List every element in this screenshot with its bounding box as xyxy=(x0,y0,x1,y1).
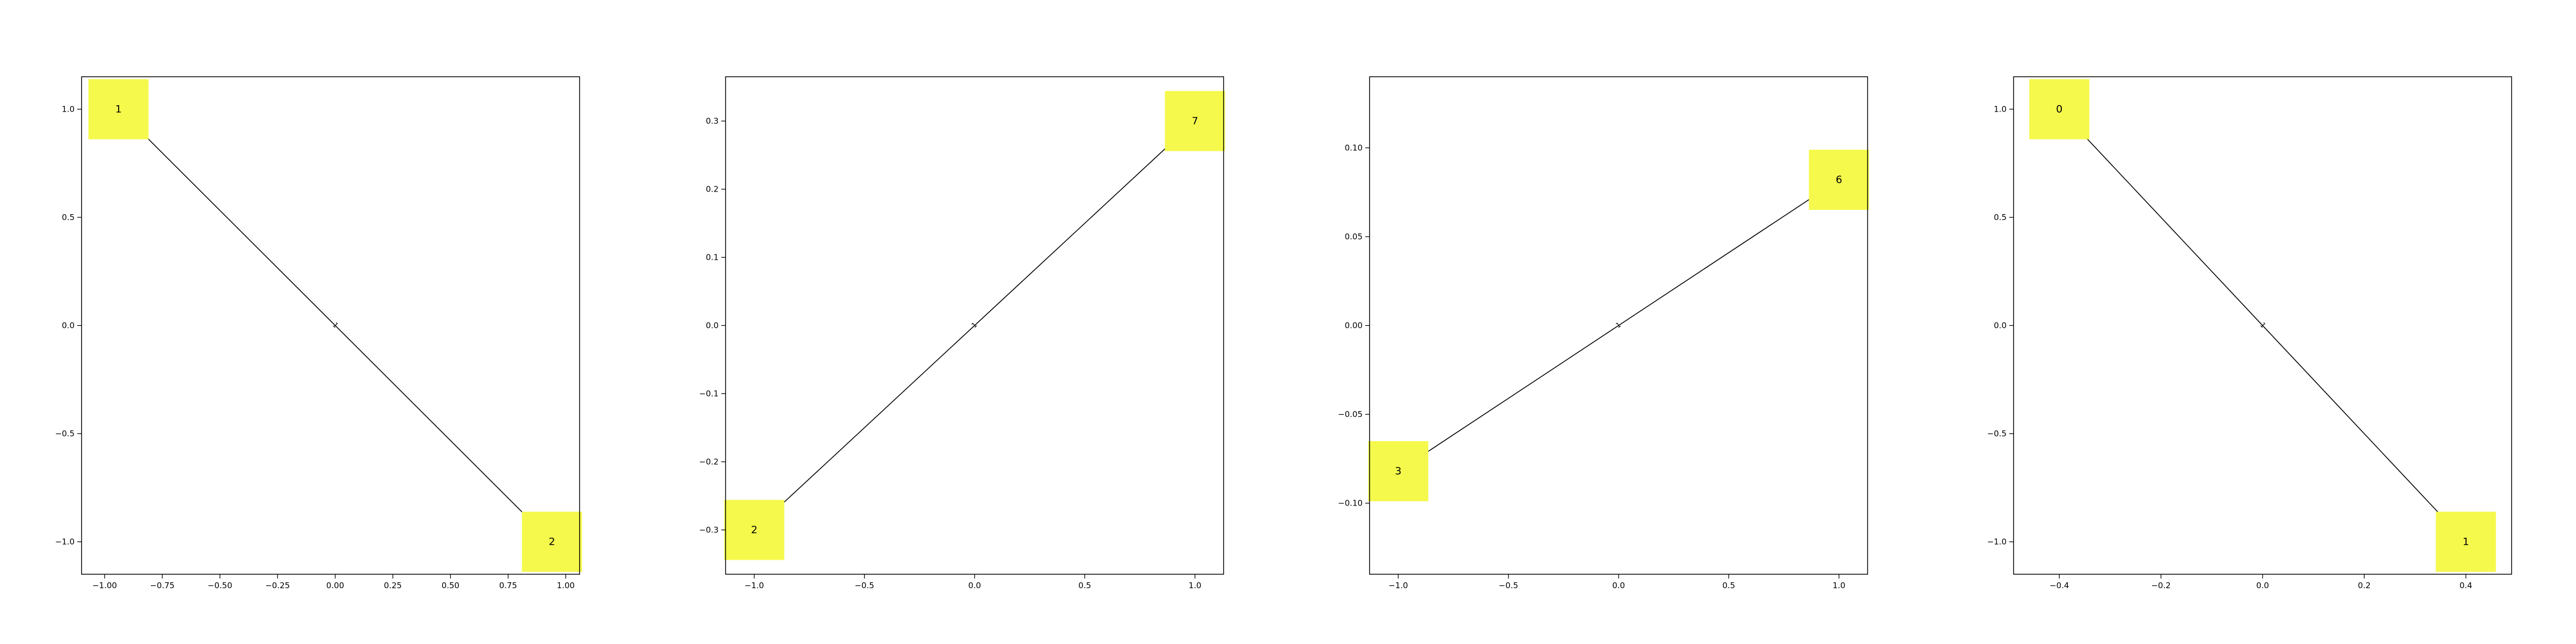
node-box xyxy=(1165,91,1225,151)
node-box xyxy=(88,79,149,140)
x-tick-label: −0.2 xyxy=(2151,581,2170,590)
y-tick-label: 0.10 xyxy=(1345,143,1363,152)
node-label: 2 xyxy=(548,536,555,548)
chart-panel-4: 101−0.4 −0.2 0.0 0.2 0.41.00.50.0−0.5−1.0 xyxy=(1987,76,2512,590)
node-box xyxy=(522,511,582,572)
chart-panel-1: 112−1.00 −0.75 −0.50 −0.25 0.00 0.25 0.50 0.75 1… xyxy=(55,76,582,590)
x-tick-label: 0.5 xyxy=(1722,581,1735,590)
node-label: 6 xyxy=(1836,174,1842,186)
y-tick-label: 0.5 xyxy=(1994,213,2007,222)
edge-line xyxy=(753,120,1196,531)
x-tick-label: −1.00 xyxy=(92,581,117,590)
y-tick-label: −1.0 xyxy=(1987,537,2007,547)
y-tick-label: −0.10 xyxy=(1338,499,1363,508)
edge-line xyxy=(2059,108,2467,543)
node-label: 3 xyxy=(1395,465,1401,477)
y-tick-label: 0.5 xyxy=(62,213,75,222)
node-label: 1 xyxy=(2463,536,2469,548)
edge-line xyxy=(118,108,553,543)
y-tick-label: 1.0 xyxy=(62,104,75,114)
x-tick-label: −0.75 xyxy=(150,581,174,590)
node-label: 0 xyxy=(2056,103,2062,115)
x-tick-label: −1.0 xyxy=(744,581,764,590)
edge-line xyxy=(1397,179,1840,472)
y-tick-label: −0.5 xyxy=(55,429,75,438)
y-tick-label: −0.3 xyxy=(699,525,719,535)
node-label: 1 xyxy=(115,103,122,115)
y-tick-label: 0.1 xyxy=(706,253,719,262)
x-tick-label: −0.5 xyxy=(1498,581,1518,590)
node-box xyxy=(1368,441,1429,501)
node-box xyxy=(1809,150,1869,210)
x-tick-label: 0.2 xyxy=(2358,581,2370,590)
y-tick-label: 0.05 xyxy=(1345,232,1363,241)
x-tick-label: 0.00 xyxy=(326,581,344,590)
x-tick-label: 0.5 xyxy=(1078,581,1091,590)
x-tick-label: 0.25 xyxy=(384,581,401,590)
y-tick-label: 0.3 xyxy=(706,116,719,126)
y-tick-label: 0.0 xyxy=(1994,321,2007,331)
y-tick-label: −0.5 xyxy=(1987,429,2007,438)
x-tick-label: 0.4 xyxy=(2460,581,2472,590)
y-tick-label: −0.05 xyxy=(1338,409,1363,419)
x-tick-label: 1.00 xyxy=(557,581,575,590)
y-tick-label: 0.0 xyxy=(62,321,75,331)
x-tick-label: −0.25 xyxy=(265,581,290,590)
x-tick-label: 1.0 xyxy=(1833,581,1846,590)
node-box xyxy=(2029,79,2090,140)
x-tick-label: 1.0 xyxy=(1189,581,1202,590)
edge-label: 1 xyxy=(1614,321,1622,330)
y-tick-label: 0.0 xyxy=(706,321,719,331)
x-tick-label: −0.4 xyxy=(2050,581,2069,590)
y-tick-label: −0.1 xyxy=(699,389,719,398)
axes-frame xyxy=(81,76,580,575)
chart-panel-2: 127−1.0 −0.5 0.0 0.5 1.00.30.20.10.0−0.1−0.2… xyxy=(699,76,1225,590)
y-tick-label: 1.0 xyxy=(1994,104,2007,114)
node-label: 7 xyxy=(1192,115,1198,127)
x-tick-label: −0.5 xyxy=(854,581,874,590)
chart-panel-3: 1 3 6 −1.0 −0.5 0.0 0.5 1.0 0.10 0.05 0.00 −0.05 −0.… xyxy=(1338,76,1869,590)
y-tick-label: 0.00 xyxy=(1345,321,1363,331)
x-tick-label: −1.0 xyxy=(1388,581,1408,590)
x-tick-label: 0.75 xyxy=(499,581,517,590)
x-tick-label: 0.0 xyxy=(968,581,981,590)
node-box xyxy=(724,500,785,560)
node-box xyxy=(2435,511,2496,572)
node-label: 2 xyxy=(751,524,757,536)
y-tick-label: 0.2 xyxy=(706,185,719,194)
y-tick-label: −1.0 xyxy=(55,537,75,547)
x-tick-label: 0.50 xyxy=(442,581,459,590)
x-tick-label: 0.0 xyxy=(2256,581,2269,590)
x-tick-label: −0.50 xyxy=(208,581,232,590)
y-tick-label: −0.2 xyxy=(699,457,719,466)
x-tick-label: 0.0 xyxy=(1612,581,1625,590)
